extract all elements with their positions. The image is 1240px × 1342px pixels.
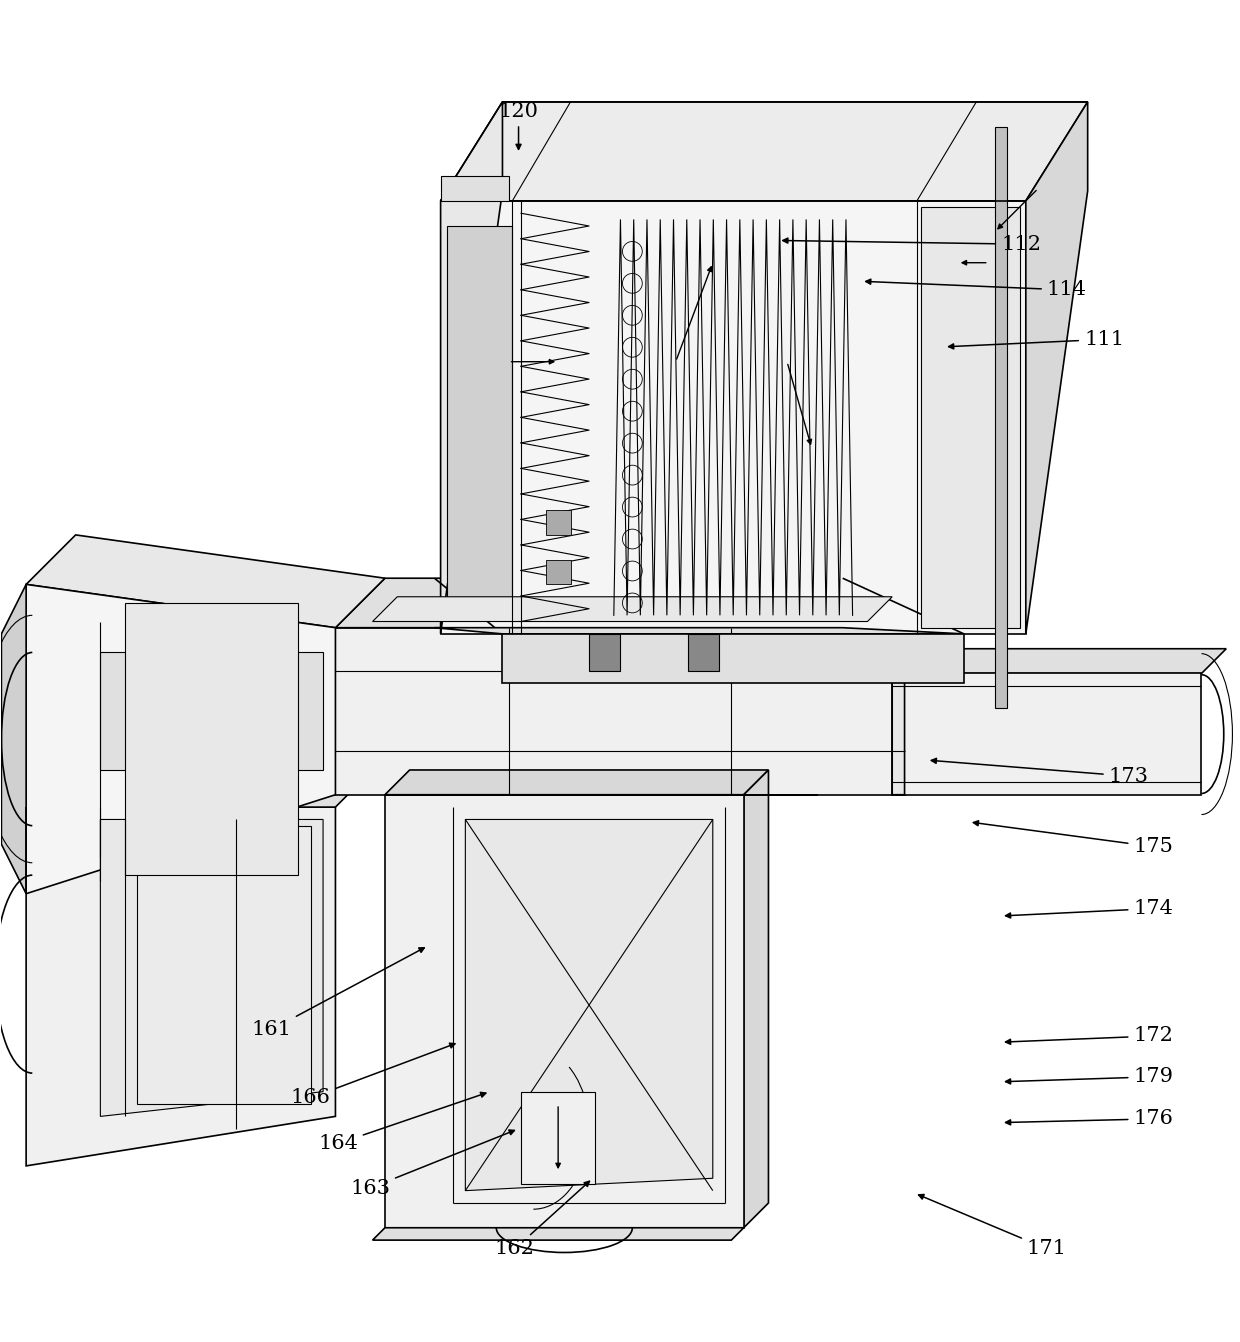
Polygon shape [744,770,769,1228]
Polygon shape [336,578,954,628]
Polygon shape [502,633,963,683]
Text: 111: 111 [949,330,1125,349]
Polygon shape [384,794,744,1228]
Polygon shape [893,648,1226,674]
Polygon shape [440,102,502,633]
Polygon shape [893,674,1202,794]
Text: 173: 173 [931,758,1148,785]
Polygon shape [1,584,26,894]
Polygon shape [893,628,904,794]
Text: 172: 172 [1006,1027,1173,1045]
Polygon shape [688,633,719,671]
Text: 179: 179 [1006,1067,1173,1086]
Polygon shape [589,633,620,671]
Polygon shape [1025,102,1087,633]
Polygon shape [521,1091,595,1185]
Text: 114: 114 [866,279,1086,299]
Polygon shape [920,207,1019,628]
Text: 161: 161 [252,947,424,1039]
Polygon shape [440,176,508,201]
Polygon shape [440,102,1087,201]
Polygon shape [372,597,893,621]
Text: 171: 171 [919,1194,1066,1259]
Polygon shape [125,603,299,875]
Text: 175: 175 [973,821,1173,856]
Polygon shape [100,652,324,770]
Polygon shape [384,770,769,794]
Text: 162: 162 [495,1181,589,1259]
Polygon shape [372,1228,744,1240]
Polygon shape [465,820,713,1190]
Text: 163: 163 [350,1130,515,1197]
Text: 120: 120 [498,102,538,149]
Polygon shape [100,820,324,1117]
Polygon shape [440,201,1025,633]
Polygon shape [434,628,963,633]
Text: 164: 164 [317,1092,486,1153]
Text: 112: 112 [782,235,1042,254]
Polygon shape [336,628,904,794]
Text: 174: 174 [1006,899,1173,918]
Polygon shape [546,560,570,584]
Text: 176: 176 [1006,1110,1173,1129]
Polygon shape [546,510,570,535]
Polygon shape [446,225,512,609]
Text: 166: 166 [290,1043,455,1107]
Polygon shape [26,758,384,807]
Polygon shape [26,535,384,628]
Polygon shape [994,126,1007,709]
Polygon shape [26,584,336,894]
Polygon shape [138,825,311,1104]
Polygon shape [26,807,336,1166]
